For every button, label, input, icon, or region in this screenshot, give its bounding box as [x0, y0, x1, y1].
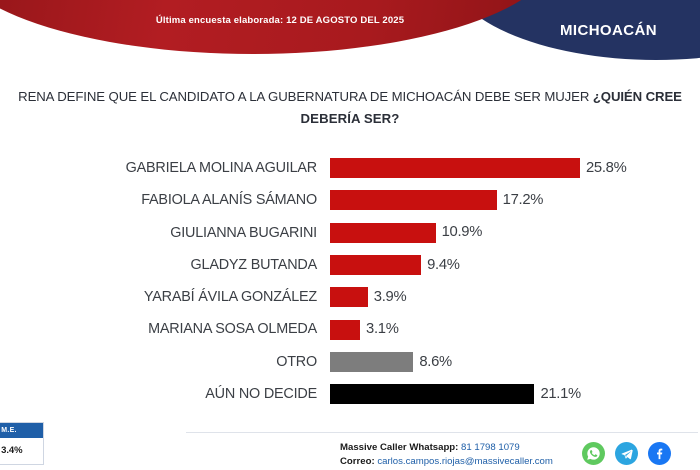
bar-track: 17.2% — [330, 184, 700, 216]
email-line: Correo: carlos.campos.riojas@massivecall… — [340, 455, 553, 469]
result-bar — [330, 222, 436, 243]
social-links — [582, 442, 671, 465]
bar-track: 10.9% — [330, 217, 700, 249]
margin-of-error-label: M.E. — [0, 423, 43, 438]
telegram-icon[interactable] — [615, 442, 638, 465]
whatsapp-label: Massive Caller Whatsapp: — [340, 442, 459, 453]
chart-row: GABRIELA MOLINA AGUILAR 25.8% — [0, 152, 700, 184]
chart-row: MARIANA SOSA OLMEDA 3.1% — [0, 313, 700, 345]
bar-track: 3.1% — [330, 313, 700, 345]
whatsapp-number[interactable]: 81 1798 1079 — [458, 442, 520, 453]
result-value-label: 21.1% — [540, 385, 581, 402]
margin-of-error-value: - 3.4% — [0, 445, 23, 456]
candidate-name-label: FABIOLA ALANÍS SÁMANO — [141, 192, 317, 209]
margin-of-error-badge: M.E. - 3.4% — [0, 422, 44, 465]
result-value-label: 25.8% — [586, 159, 627, 176]
bar-track: 3.9% — [330, 281, 700, 313]
candidate-name-label: OTRO — [276, 353, 317, 370]
result-bar — [330, 190, 497, 211]
result-value-label: 10.9% — [441, 224, 483, 241]
bar-track: 25.8% — [330, 152, 700, 184]
footer: Massive Caller Whatsapp: 81 1798 1079 Co… — [0, 432, 700, 470]
bar-track: 21.1% — [330, 378, 700, 410]
chart-row: AÚN NO DECIDE 21.1% — [0, 378, 700, 410]
result-bar — [330, 319, 361, 340]
state-name-text: MICHOACÁN — [560, 22, 657, 39]
whatsapp-line: Massive Caller Whatsapp: 81 1798 1079 — [340, 441, 553, 455]
result-bar — [330, 255, 422, 276]
chart-row: FABIOLA ALANÍS SÁMANO 17.2% — [0, 184, 700, 216]
result-bar — [330, 384, 535, 405]
candidate-name-label: AÚN NO DECIDE — [205, 386, 317, 403]
survey-date-text: Última encuesta elaborada: 12 DE AGOSTO … — [155, 15, 405, 26]
facebook-icon[interactable] — [648, 442, 671, 465]
question-line1-bold: ¿QUIÉN CREE — [592, 89, 682, 104]
chart-row: OTRO 8.6% — [0, 346, 700, 378]
page-title: RENA DEFINE QUE EL CANDIDATO A LA GUBERN… — [0, 86, 700, 130]
result-bar — [330, 158, 580, 179]
whatsapp-icon[interactable] — [582, 442, 605, 465]
chart-row: GIULIANNA BUGARINI 10.9% — [0, 217, 700, 249]
footer-divider — [186, 432, 698, 433]
result-value-label: 3.1% — [366, 321, 399, 338]
header-banner: Última encuesta elaborada: 12 DE AGOSTO … — [0, 0, 700, 62]
result-value-label: 9.4% — [427, 256, 460, 273]
result-value-label: 8.6% — [419, 353, 452, 370]
red-curve-shape — [0, 0, 558, 54]
candidate-name-label: MARIANA SOSA OLMEDA — [148, 321, 317, 338]
bar-track: 9.4% — [330, 249, 700, 281]
chart-row: GLADYZ BUTANDA 9.4% — [0, 249, 700, 281]
chart-row: YARABÍ ÁVILA GONZÁLEZ 3.9% — [0, 281, 700, 313]
bar-track: 8.6% — [330, 346, 700, 378]
contact-info: Massive Caller Whatsapp: 81 1798 1079 Co… — [340, 441, 553, 469]
candidate-name-label: GABRIELA MOLINA AGUILAR — [125, 159, 318, 176]
candidate-name-label: GIULIANNA BUGARINI — [170, 224, 317, 241]
result-bar — [330, 351, 414, 372]
result-value-label: 17.2% — [502, 192, 544, 209]
candidate-name-label: YARABÍ ÁVILA GONZÁLEZ — [143, 289, 317, 306]
result-value-label: 3.9% — [373, 288, 407, 305]
question-line2: DEBERÍA SER? — [300, 111, 400, 126]
candidate-name-label: GLADYZ BUTANDA — [190, 256, 318, 273]
results-bar-chart: GABRIELA MOLINA AGUILAR 25.8% FABIOLA ALAN… — [0, 152, 700, 410]
result-bar — [330, 287, 368, 308]
email-value[interactable]: carlos.campos.riojas@massivecaller.com — [374, 456, 553, 467]
email-label: Correo: — [340, 456, 375, 467]
question-line1-normal: RENA DEFINE QUE EL CANDIDATO A LA GUBERN… — [18, 89, 593, 104]
